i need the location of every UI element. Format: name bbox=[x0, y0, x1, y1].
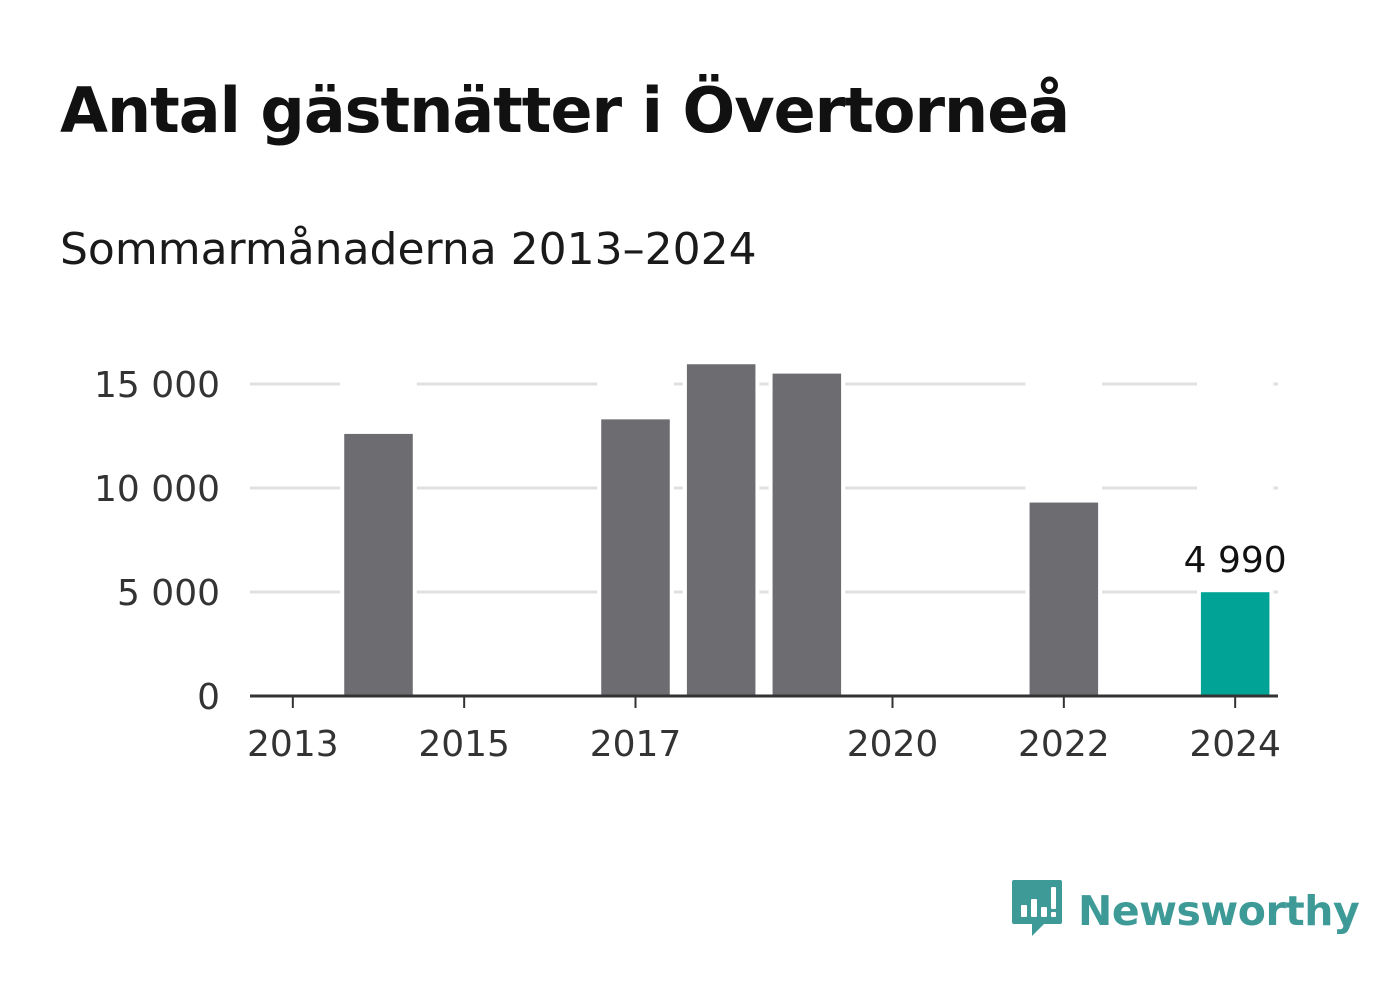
x-tick-label: 2024 bbox=[1189, 724, 1281, 765]
bar-2022 bbox=[1029, 502, 1099, 696]
y-tick-label: 10 000 bbox=[94, 469, 220, 510]
tick-labels: 0 5 000 10 000 15 000 4 990 2013 2015 2017 2020 2… bbox=[94, 365, 1287, 765]
chart-subtitle: Sommarmånaderna 2013–2024 bbox=[60, 224, 757, 275]
y-tick-label: 0 bbox=[197, 677, 220, 718]
bars bbox=[340, 360, 1274, 696]
newsworthy-logo-icon bbox=[1010, 878, 1064, 944]
newsworthy-logo[interactable]: Newsworthy bbox=[1010, 878, 1360, 944]
x-tick-label: 2017 bbox=[590, 724, 682, 765]
bar-2018 bbox=[686, 364, 756, 696]
newsworthy-brand-name: Newsworthy bbox=[1078, 887, 1360, 935]
grid-lines bbox=[250, 382, 1278, 594]
bar-2017 bbox=[601, 419, 670, 696]
chart-title: Antal gästnätter i Övertorneå bbox=[60, 74, 1070, 147]
x-tick-label: 2022 bbox=[1018, 724, 1110, 765]
bar-2014 bbox=[344, 433, 413, 696]
x-axis bbox=[250, 694, 1278, 708]
x-tick-label: 2020 bbox=[847, 724, 939, 765]
bar-2024 bbox=[1200, 592, 1270, 696]
y-tick-label: 15 000 bbox=[94, 365, 220, 406]
data-label: 4 990 bbox=[1184, 540, 1287, 581]
y-tick-label: 5 000 bbox=[117, 573, 220, 614]
x-tick-label: 2013 bbox=[247, 724, 339, 765]
x-tick-label: 2015 bbox=[418, 724, 510, 765]
bar-2019 bbox=[772, 373, 842, 696]
